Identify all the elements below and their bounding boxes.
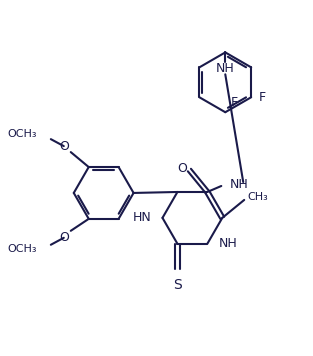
Text: OCH₃: OCH₃ — [8, 129, 37, 139]
Text: O: O — [177, 162, 187, 174]
Text: NH: NH — [216, 62, 235, 75]
Text: NH: NH — [218, 237, 237, 250]
Text: O: O — [59, 231, 69, 244]
Text: F: F — [259, 91, 266, 104]
Text: O: O — [59, 140, 69, 153]
Text: NH: NH — [229, 178, 248, 190]
Text: CH₃: CH₃ — [247, 192, 268, 202]
Text: HN: HN — [133, 211, 151, 224]
Text: S: S — [173, 278, 182, 292]
Text: OCH₃: OCH₃ — [8, 244, 37, 254]
Text: F: F — [230, 96, 237, 109]
